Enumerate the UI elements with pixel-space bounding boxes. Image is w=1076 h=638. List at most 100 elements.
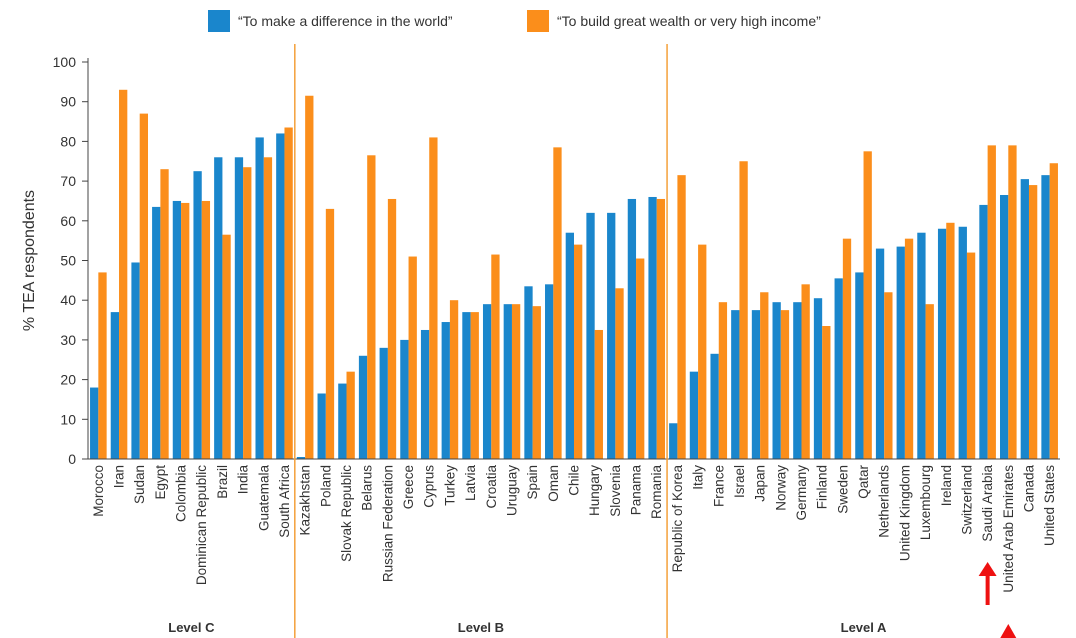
x-tick-label: Guatemala bbox=[256, 465, 271, 532]
x-tick-label: Saudi Arabia bbox=[980, 465, 995, 542]
bar-wealth bbox=[429, 137, 438, 459]
x-tick-label: Cyprus bbox=[422, 465, 437, 508]
bar-difference bbox=[979, 204, 988, 459]
bar-wealth bbox=[1028, 185, 1038, 459]
x-tick-label: Russian Federation bbox=[380, 465, 395, 582]
arrow-up-icon bbox=[1000, 624, 1017, 638]
bar-wealth bbox=[305, 95, 314, 460]
bar-wealth bbox=[98, 272, 107, 459]
x-tick-label: Croatia bbox=[484, 465, 499, 509]
bar-wealth bbox=[367, 155, 376, 460]
bar-difference bbox=[234, 157, 244, 459]
bar-wealth bbox=[884, 292, 893, 459]
bar-difference bbox=[875, 248, 885, 459]
y-tick-label: 10 bbox=[60, 411, 76, 427]
bar-difference bbox=[855, 272, 864, 459]
bar-difference bbox=[710, 353, 719, 459]
bar-difference bbox=[482, 304, 492, 459]
bar-wealth bbox=[904, 238, 914, 459]
x-tick-label: Colombia bbox=[174, 465, 189, 523]
bar-wealth bbox=[760, 292, 769, 459]
bar-difference bbox=[379, 347, 388, 459]
bar-difference bbox=[214, 157, 223, 459]
y-tick-label: 20 bbox=[60, 372, 76, 388]
bar-difference bbox=[152, 206, 161, 459]
bar-difference bbox=[503, 304, 512, 459]
x-tick-label: France bbox=[711, 465, 726, 507]
bar-difference bbox=[462, 312, 471, 459]
legend: “To make a difference in the world” “To … bbox=[0, 6, 1076, 32]
x-tick-label: Japan bbox=[753, 465, 768, 502]
x-tick-label: Italy bbox=[691, 465, 706, 490]
bar-difference bbox=[358, 355, 368, 459]
bar-difference bbox=[400, 339, 409, 459]
y-tick-label: 70 bbox=[60, 173, 76, 189]
y-tick-label: 60 bbox=[60, 213, 76, 229]
x-tick-label: Poland bbox=[318, 465, 333, 507]
bar-wealth bbox=[615, 288, 624, 459]
bar-difference bbox=[338, 383, 347, 459]
x-tick-label: Kazakhstan bbox=[298, 465, 313, 536]
x-tick-label: Latvia bbox=[463, 465, 478, 502]
x-tick-label: Slovenia bbox=[608, 465, 623, 517]
bar-wealth bbox=[574, 244, 583, 459]
x-tick-label: Slovak Republic bbox=[339, 465, 354, 562]
bar-wealth bbox=[139, 113, 149, 460]
bar-wealth bbox=[863, 151, 872, 459]
bar-wealth bbox=[470, 312, 479, 459]
bar-wealth bbox=[201, 200, 211, 459]
bar-difference bbox=[669, 423, 678, 459]
x-tick-label: Egypt bbox=[153, 465, 168, 500]
x-tick-label: Chile bbox=[567, 465, 582, 496]
x-tick-label: Greece bbox=[401, 465, 416, 509]
bar-difference bbox=[607, 212, 616, 459]
legend-label-difference: “To make a difference in the world” bbox=[238, 13, 453, 29]
bar-wealth bbox=[532, 306, 541, 459]
x-tick-label: South Africa bbox=[277, 465, 292, 538]
bar-wealth bbox=[656, 198, 666, 459]
bar-wealth bbox=[346, 371, 355, 459]
x-tick-label: India bbox=[236, 465, 251, 495]
bar-difference bbox=[296, 457, 306, 459]
bar-difference bbox=[565, 232, 574, 459]
x-tick-label: Panama bbox=[629, 465, 644, 516]
bar-difference bbox=[731, 310, 740, 459]
bar-wealth bbox=[946, 222, 955, 459]
x-tick-label: Oman bbox=[546, 465, 561, 502]
bar-difference bbox=[420, 329, 430, 459]
bar-difference bbox=[524, 286, 533, 459]
bar-difference bbox=[917, 232, 926, 459]
bar-difference bbox=[772, 302, 781, 459]
group-label: Level A bbox=[841, 620, 887, 635]
y-tick-label: 40 bbox=[60, 292, 76, 308]
x-tick-label: Spain bbox=[525, 465, 540, 500]
x-tick-label: Belarus bbox=[360, 465, 375, 511]
bar-difference bbox=[276, 133, 285, 459]
x-tick-label: Hungary bbox=[587, 465, 602, 516]
bar-difference bbox=[958, 226, 967, 459]
bar-wealth bbox=[553, 147, 562, 460]
x-tick-label: United Arab Emirates bbox=[1001, 465, 1016, 593]
bar-wealth bbox=[181, 202, 190, 459]
x-tick-label: Sudan bbox=[132, 465, 147, 504]
bar-difference bbox=[793, 302, 802, 459]
x-tick-label: Turkey bbox=[442, 465, 457, 506]
y-tick-label: 50 bbox=[60, 253, 76, 269]
bar-wealth bbox=[1049, 163, 1058, 460]
bar-wealth bbox=[966, 252, 976, 459]
bar-difference bbox=[648, 196, 657, 460]
x-tick-label: Sweden bbox=[835, 465, 850, 514]
x-tick-label: Germany bbox=[794, 465, 809, 521]
y-tick-label: 0 bbox=[68, 451, 76, 467]
x-tick-label: Netherlands bbox=[877, 465, 892, 538]
bar-difference bbox=[586, 212, 595, 459]
bar-wealth bbox=[842, 238, 852, 459]
bar-wealth bbox=[987, 145, 996, 459]
legend-swatch-blue bbox=[208, 10, 230, 32]
legend-swatch-orange bbox=[527, 10, 549, 32]
x-tick-label: Iran bbox=[112, 465, 127, 488]
bar-wealth bbox=[925, 304, 934, 459]
x-tick-label: Canada bbox=[1021, 465, 1036, 513]
x-tick-label: Ireland bbox=[939, 465, 954, 506]
